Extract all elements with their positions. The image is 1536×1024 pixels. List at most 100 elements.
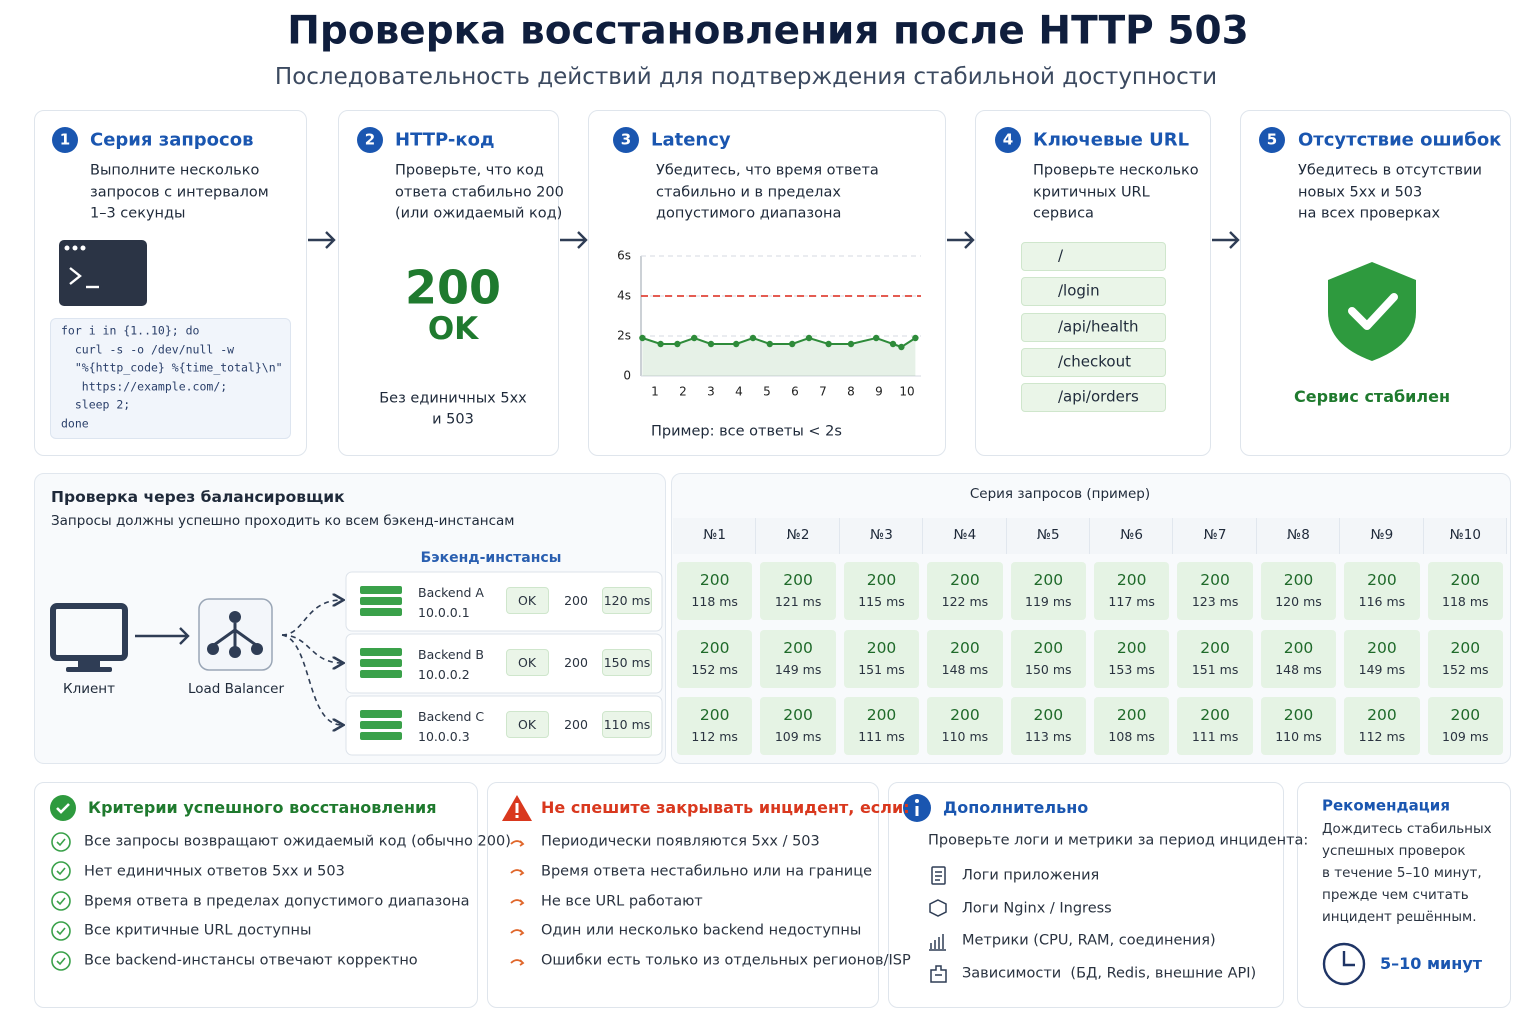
- cell-code: 200: [950, 639, 980, 658]
- recommendation-text: в течение 5–10 минут,: [1322, 865, 1482, 882]
- latency-chart: 0 2s 4s 6s 1 2 3 4 5 6 7 8 9 10: [617, 249, 921, 399]
- status-text: OK: [427, 311, 479, 348]
- latency-point: [789, 340, 796, 348]
- request-cell: [1427, 630, 1503, 688]
- step-title: Отсутствие ошибок: [1298, 129, 1502, 151]
- cell-time: 112 ms: [1358, 728, 1406, 744]
- cell-code: 200: [1450, 571, 1481, 590]
- header: №7: [1203, 527, 1227, 544]
- cell-code: 200: [699, 706, 730, 725]
- cell-time: 119 ms: [1025, 593, 1072, 609]
- request-cell: [1344, 697, 1420, 755]
- time-tag: [602, 649, 652, 676]
- request-cell: [1010, 562, 1086, 620]
- request-cell: [1344, 630, 1420, 688]
- request-cell: [1260, 562, 1337, 620]
- chart-caption: Пример: все ответы < 2s: [651, 423, 842, 440]
- cell-time: 150 ms: [1025, 661, 1072, 677]
- y-tick-label: 6s: [617, 249, 631, 263]
- warning-item: Время ответа нестабильно или на границе: [541, 863, 873, 880]
- latency-point: [873, 334, 880, 342]
- cell-code: 200: [699, 571, 730, 590]
- backend-name: Backend C: [418, 708, 485, 724]
- lb-label: Load Balancer: [187, 681, 285, 698]
- cell-time: 121 ms: [774, 593, 822, 609]
- criteria-item: Все запросы возвращают ожидаемый код (об…: [84, 833, 511, 850]
- step-text: сервиса: [1033, 205, 1094, 222]
- latency-area: [642, 338, 916, 376]
- backend-ip: 10.0.0.2: [418, 666, 470, 682]
- criteria-item: Нет единичных ответов 5xx и 503: [84, 863, 345, 880]
- request-cell: [677, 630, 753, 688]
- time-tag: [602, 711, 652, 738]
- request-cell: [1094, 630, 1170, 688]
- y-tick-label: 2s: [617, 329, 631, 343]
- warning-item: Один или несколько backend недоступны: [541, 923, 862, 940]
- step-text: ответа стабильно 200: [395, 184, 564, 201]
- request-cell: [677, 697, 753, 755]
- cell-time: 149 ms: [1358, 661, 1406, 677]
- status-note: и 503: [432, 411, 474, 428]
- header: №1: [703, 527, 727, 544]
- cell-code: 200: [1116, 571, 1147, 590]
- cell-time: 112 ms: [691, 728, 738, 744]
- code-line: for i in {1..10}; do: [61, 323, 200, 338]
- cell-code: 200: [699, 639, 730, 658]
- balancer-subtitle: Запросы должны успешно проходить ко всем…: [51, 513, 515, 530]
- backend-time: 120 ms: [603, 592, 651, 608]
- status-code: 200: [404, 260, 502, 315]
- step-number: 5: [1266, 130, 1278, 149]
- request-cell: [843, 562, 920, 620]
- url: /login: [1058, 281, 1100, 300]
- cell-time: 151 ms: [858, 661, 905, 677]
- request-cell: [1010, 697, 1086, 755]
- header-cell: [1423, 518, 1507, 554]
- cell-code: 200: [950, 706, 980, 725]
- x-tick-label: 7: [819, 385, 827, 399]
- url-pill: [1021, 347, 1166, 377]
- request-cell: [760, 562, 836, 620]
- cell-time: 118 ms: [691, 593, 738, 609]
- request-cell: [1260, 697, 1337, 755]
- cell-code: 200: [950, 571, 980, 590]
- extra-card: [888, 782, 1284, 1008]
- request-cell: [1260, 630, 1337, 688]
- cell-time: 149 ms: [774, 661, 822, 677]
- url: /api/orders: [1058, 387, 1139, 406]
- request-cell: [927, 562, 1003, 620]
- cell-code: 200: [1367, 706, 1397, 725]
- step-title: Latency: [651, 129, 731, 151]
- request-cell: [1094, 697, 1170, 755]
- subtitle: Последовательность действий для подтверж…: [274, 63, 1218, 90]
- header: №4: [953, 527, 977, 544]
- backend-time: 110 ms: [603, 716, 651, 732]
- warning-card: [487, 782, 879, 1008]
- header: №8: [1287, 527, 1310, 544]
- cell-time: 151 ms: [1191, 661, 1239, 677]
- url: /: [1058, 246, 1064, 265]
- request-cell: [1427, 697, 1503, 755]
- header-cell: [1006, 518, 1090, 554]
- latency-point: [691, 334, 698, 342]
- cell-code: 200: [1116, 639, 1147, 658]
- y-tick-label: 0: [623, 369, 631, 383]
- code-line: https://example.com/;: [61, 378, 228, 393]
- cell-time: 109 ms: [774, 728, 822, 744]
- header-cell: [1173, 518, 1257, 554]
- cell-code: 200: [1033, 639, 1064, 658]
- status-tag: [506, 649, 549, 676]
- backend-status: OK: [517, 654, 537, 670]
- header-cell: [673, 518, 757, 554]
- cell-code: 200: [783, 639, 813, 658]
- x-tick-label: 10: [899, 385, 914, 399]
- latency-point: [825, 340, 832, 348]
- warning-title: Не спешите закрывать инцидент, если:: [541, 797, 910, 817]
- extra-item: Метрики (CPU, RAM, соединения): [962, 933, 1216, 950]
- cell-code: 200: [1200, 571, 1230, 590]
- step-text: Убедитесь в отсутствии: [1298, 162, 1482, 179]
- recommendation-text: прежде чем считать: [1322, 887, 1469, 904]
- backend-name: Backend A: [418, 584, 484, 600]
- cell-code: 200: [1200, 706, 1230, 725]
- latency-point: [749, 334, 757, 342]
- extra-title: Дополнительно: [943, 797, 1089, 817]
